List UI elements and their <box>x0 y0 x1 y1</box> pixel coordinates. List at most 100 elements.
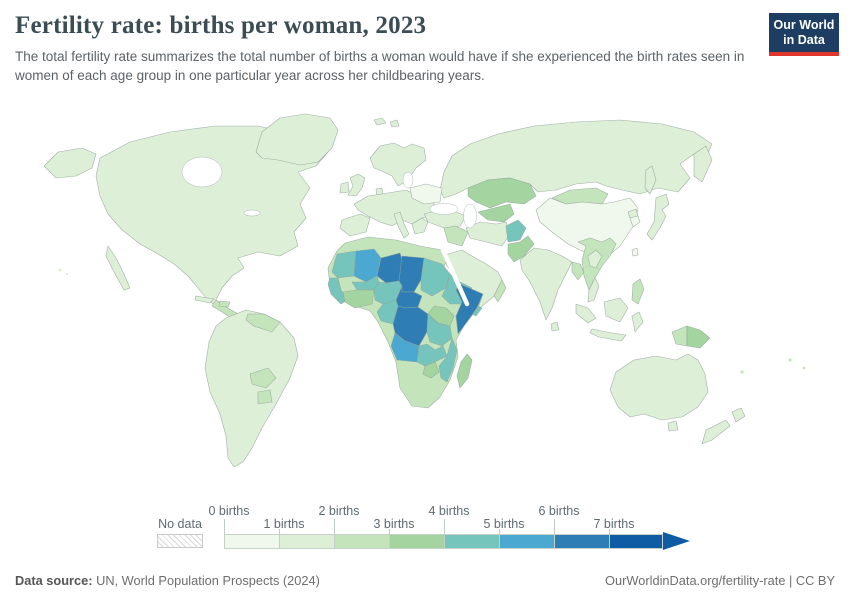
country-mozambique[interactable] <box>438 337 458 383</box>
country-new-zealand-south[interactable] <box>701 419 731 445</box>
legend-bin-5[interactable] <box>499 534 554 549</box>
country-fiji[interactable] <box>788 358 792 362</box>
chart-title: Fertility rate: births per woman, 2023 <box>15 12 427 39</box>
data-source-value: UN, World Population Prospects (2024) <box>92 573 320 588</box>
country-pakistan[interactable] <box>507 235 535 263</box>
baltic-sea <box>402 171 414 189</box>
world-map <box>43 113 806 468</box>
country-levant-iraq[interactable] <box>443 225 469 247</box>
country-philippines[interactable] <box>631 278 645 305</box>
country-senegal-guinea[interactable] <box>327 277 348 305</box>
legend-tick <box>279 529 280 534</box>
data-source: Data source: UN, World Population Prospe… <box>15 573 320 588</box>
legend-bin-0[interactable] <box>224 534 279 549</box>
legend-tick <box>554 519 555 534</box>
country-cuba[interactable] <box>194 295 215 304</box>
country-indonesian-papua[interactable] <box>671 325 688 347</box>
country-bolivia[interactable] <box>249 367 277 389</box>
country-afghanistan[interactable] <box>505 219 527 243</box>
country-sri-lanka[interactable] <box>550 321 560 332</box>
legend-tick <box>334 519 335 534</box>
country-papua-new-guinea[interactable] <box>686 325 711 349</box>
country-hispaniola[interactable] <box>218 300 231 308</box>
country-borneo[interactable] <box>603 297 629 323</box>
hudson-bay <box>181 156 223 188</box>
legend-bin-6[interactable] <box>554 534 609 549</box>
country-svalbard[interactable] <box>389 119 400 128</box>
red-sea <box>440 247 470 307</box>
country-madagascar[interactable] <box>456 353 473 389</box>
country-thailand[interactable] <box>587 249 603 269</box>
legend-tick <box>224 519 225 534</box>
country-tasmania[interactable] <box>667 420 679 432</box>
black-sea <box>429 203 459 215</box>
country-kazakhstan[interactable] <box>467 177 537 209</box>
country-svalbard[interactable] <box>373 117 387 126</box>
country-russia-far-east[interactable] <box>693 145 713 183</box>
chart-subtitle: The total fertility rate summarizes the … <box>15 49 745 84</box>
credit-link[interactable]: OurWorldinData.org/fertility-rate | CC B… <box>605 573 835 588</box>
country-zimbabwe[interactable] <box>422 361 440 379</box>
caspian-sea <box>463 203 477 229</box>
country-baja-california[interactable] <box>105 245 131 291</box>
legend-no-data-swatch[interactable] <box>157 534 203 548</box>
legend-tick-label: 4 births <box>428 504 470 518</box>
great-lakes <box>243 209 261 217</box>
country-italy[interactable] <box>393 211 410 239</box>
country-japan[interactable] <box>646 193 670 241</box>
owid-logo[interactable]: Our World in Data <box>769 13 839 56</box>
map-legend: No data 0 births 2 births 4 births 6 bir… <box>0 502 850 558</box>
legend-tick-label: 7 births <box>593 517 635 531</box>
legend-tick-label: 1 births <box>263 517 305 531</box>
country-new-zealand-north[interactable] <box>731 407 746 423</box>
country-hawaii[interactable] <box>58 268 62 272</box>
country-ireland[interactable] <box>339 181 350 194</box>
country-united-kingdom[interactable] <box>347 173 366 197</box>
country-ukraine[interactable] <box>409 183 443 205</box>
legend-tick-label: 3 births <box>373 517 415 531</box>
owid-logo-stripe <box>769 52 839 56</box>
legend-tick <box>609 529 610 534</box>
legend-bin-4[interactable] <box>444 534 499 549</box>
legend-no-data-label: No data <box>158 517 202 531</box>
country-new-caledonia[interactable] <box>740 370 744 374</box>
country-central-asia[interactable] <box>477 203 515 223</box>
country-oman[interactable] <box>493 279 507 303</box>
chart-footer: Data source: UN, World Population Prospe… <box>15 573 835 588</box>
legend-tick-label: 2 births <box>318 504 360 518</box>
legend-bin-3[interactable] <box>389 534 444 549</box>
country-taiwan[interactable] <box>631 247 639 257</box>
country-alaska[interactable] <box>43 147 97 179</box>
country-greenland[interactable] <box>255 113 339 166</box>
legend-tick-label: 0 births <box>208 504 250 518</box>
country-sulawesi[interactable] <box>631 311 644 333</box>
country-australia[interactable] <box>609 353 709 421</box>
country-bangladesh[interactable] <box>571 261 585 281</box>
country-malay-peninsula[interactable] <box>587 277 600 303</box>
country-sumatra[interactable] <box>575 303 597 324</box>
country-tanzania[interactable] <box>426 313 453 347</box>
legend-bin-1[interactable] <box>279 534 334 549</box>
country-south-korea[interactable] <box>629 215 641 228</box>
country-paraguay[interactable] <box>257 389 273 405</box>
legend-tick <box>444 519 445 534</box>
country-south-america[interactable] <box>204 309 299 468</box>
country-venezuela-guyanas[interactable] <box>245 313 281 333</box>
country-iberia[interactable] <box>339 213 371 237</box>
country-java[interactable] <box>589 328 627 342</box>
country-greece[interactable] <box>411 217 429 235</box>
legend-tick-label: 5 births <box>483 517 525 531</box>
country-sakhalin[interactable] <box>644 165 657 195</box>
legend-arrow <box>663 532 690 550</box>
country-india[interactable] <box>519 247 573 321</box>
owid-logo-line2: in Data <box>783 33 825 47</box>
owid-logo-line1: Our World <box>773 18 835 32</box>
data-source-label: Data source: <box>15 573 93 588</box>
country-hawaii[interactable] <box>65 272 69 276</box>
country-ghana-ivory-coast[interactable] <box>342 289 375 309</box>
country-scandinavia[interactable] <box>369 142 427 187</box>
legend-bin-7[interactable] <box>609 534 663 549</box>
country-pacific-island[interactable] <box>802 366 806 370</box>
legend-bin-2[interactable] <box>334 534 389 549</box>
